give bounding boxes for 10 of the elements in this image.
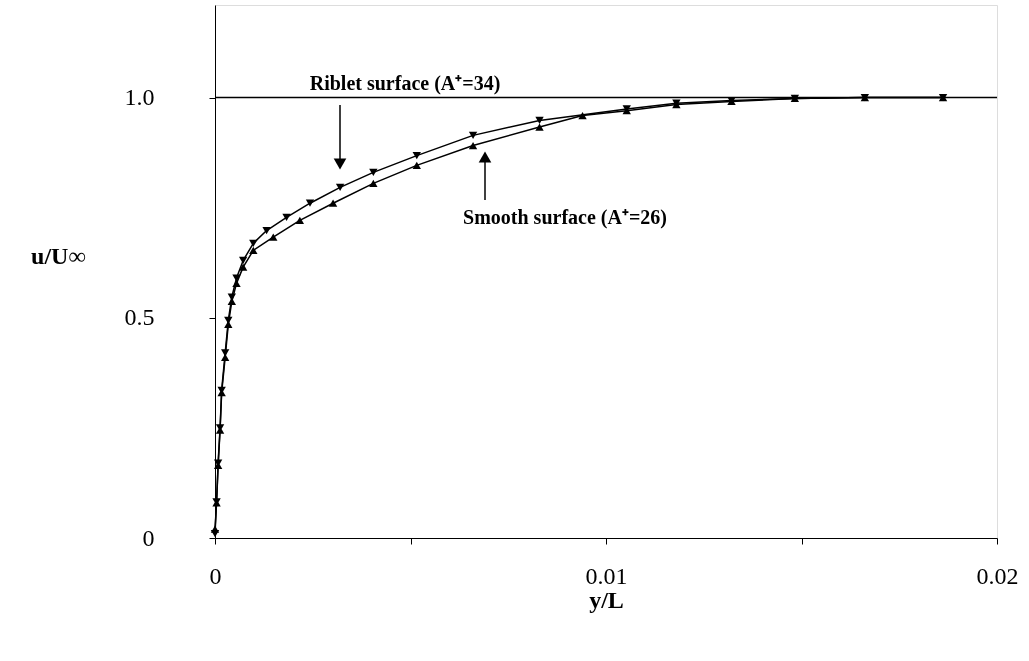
annotation: Smooth surface (A⁺=26) <box>463 206 667 229</box>
x-tick-label: 0.01 <box>585 562 628 589</box>
x-axis-title: y/L <box>589 586 624 613</box>
y-tick-label: 1.0 <box>124 84 155 110</box>
x-tick-label: 0.02 <box>976 562 1019 589</box>
annotation: Riblet surface (A⁺=34) <box>309 72 501 95</box>
x-tick-label: 0 <box>209 562 222 589</box>
y-tick-label: 0.5 <box>124 304 155 331</box>
y-axis-title: u/U∞ <box>31 242 86 269</box>
y-tick-label: 0 <box>142 524 155 551</box>
